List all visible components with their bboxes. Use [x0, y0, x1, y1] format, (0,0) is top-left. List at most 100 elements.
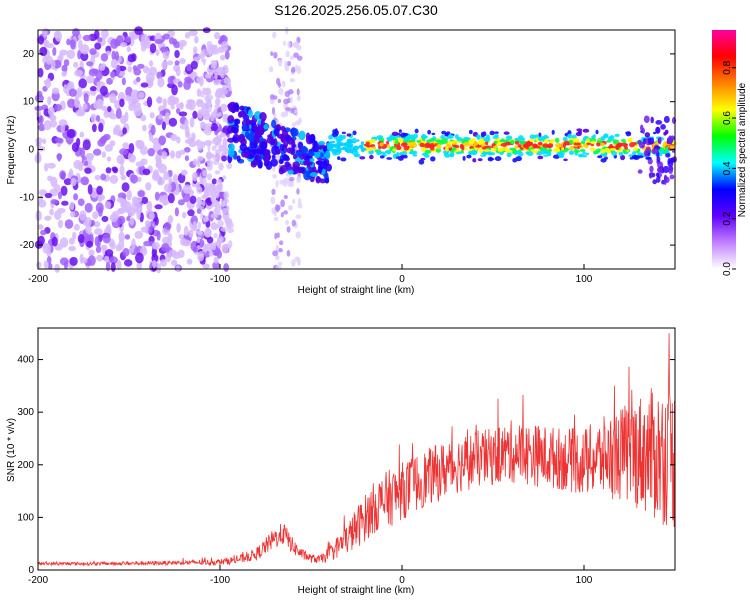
heatmap-cell — [145, 72, 155, 84]
heatmap-cell — [656, 172, 660, 177]
heatmap-cell — [175, 66, 181, 77]
heatmap-cell — [487, 156, 494, 162]
heatmap-cell — [69, 211, 76, 218]
heatmap-cell — [47, 162, 56, 169]
heatmap-cell — [34, 105, 43, 112]
heatmap-cell — [273, 51, 278, 59]
heatmap-cell — [167, 193, 175, 204]
snr-y-label: SNR (10 * v/v) — [6, 418, 17, 482]
heatmap-cell — [285, 219, 290, 226]
heatmap-cell — [391, 131, 399, 136]
heatmap-cell — [248, 149, 256, 158]
heatmap-cell — [157, 176, 165, 186]
heatmap-cell — [286, 60, 292, 67]
heatmap-cell — [248, 132, 255, 143]
heatmap-cell — [258, 159, 263, 169]
heatmap-cell — [116, 197, 125, 203]
heatmap-cell — [403, 137, 410, 141]
heatmap-cell — [210, 213, 219, 219]
heatmap-cell — [215, 98, 221, 107]
heatmap-cell — [600, 136, 606, 141]
heatmap-cell — [424, 143, 432, 149]
heatmap-cell — [295, 120, 301, 126]
heatmap-cell — [124, 36, 132, 43]
heatmap-cell — [124, 234, 131, 240]
heatmap-cell — [395, 153, 401, 156]
heatmap-cell — [116, 259, 122, 270]
heatmap-cell — [333, 143, 341, 149]
heatmap-cell — [295, 231, 301, 239]
heatmap-cell — [106, 156, 112, 162]
heatmap-cell — [386, 136, 393, 141]
heatmap-cell — [177, 199, 185, 206]
heatmap-cell — [377, 136, 381, 141]
heatmap-cell — [159, 259, 167, 267]
heatmap-cell — [412, 153, 418, 157]
heatmap-cell — [647, 158, 653, 165]
heatmap-cell — [214, 149, 219, 155]
y-tick-label: 200 — [17, 460, 34, 471]
heatmap-cell — [337, 156, 341, 161]
heatmap-cell — [85, 75, 95, 84]
heatmap-cell — [77, 234, 85, 244]
heatmap-cell — [669, 174, 675, 180]
heatmap-cell — [66, 49, 76, 60]
heatmap-cell — [558, 153, 565, 159]
heatmap-cell — [137, 176, 142, 183]
heatmap-cell — [290, 68, 295, 73]
heatmap-cell — [55, 30, 62, 42]
heatmap-cell — [351, 140, 357, 144]
heatmap-cell — [96, 84, 101, 92]
heatmap-cell — [210, 59, 218, 65]
heatmap-cell — [174, 49, 180, 59]
heatmap-cell — [288, 176, 295, 182]
heatmap-cell — [479, 148, 483, 154]
heatmap-cell — [70, 177, 77, 187]
snr-y-ticks: 0 100 200 300 400 — [17, 355, 675, 576]
heatmap-cell — [273, 128, 280, 137]
heatmap-cell — [622, 149, 627, 154]
heatmap-cell — [217, 184, 223, 194]
heatmap-cell — [140, 44, 147, 52]
heatmap-cell — [75, 109, 85, 117]
heatmap-cell — [264, 150, 270, 156]
heatmap-cell — [341, 131, 347, 135]
heatmap-cell — [109, 140, 116, 147]
heatmap-cell — [195, 203, 202, 209]
heatmap-cell — [206, 162, 213, 171]
heatmap-cell — [200, 102, 207, 109]
heatmap-cell — [118, 239, 125, 250]
heatmap-cell — [121, 77, 126, 86]
heatmap-cell — [97, 196, 103, 203]
heatmap-cell — [228, 147, 235, 158]
heatmap-cell — [436, 143, 442, 150]
heatmap-cell — [61, 71, 67, 77]
heatmap-cell — [653, 148, 659, 154]
heatmap-cell — [196, 183, 201, 191]
heatmap-cell — [120, 201, 128, 208]
heatmap-cell — [147, 148, 155, 157]
heatmap-cell — [47, 263, 53, 270]
heatmap-cell — [137, 63, 145, 69]
heatmap-cell — [665, 153, 671, 158]
heatmap-cell — [313, 150, 321, 159]
heatmap-cell — [84, 167, 92, 174]
heatmap-cell — [596, 139, 603, 144]
heatmap-cell — [293, 52, 299, 58]
heatmap-cell — [239, 143, 248, 152]
heatmap-cell — [36, 261, 42, 269]
heatmap-cell — [362, 147, 367, 151]
heatmap-cell — [154, 39, 163, 45]
heatmap-cell — [509, 140, 515, 145]
heatmap-cell — [221, 243, 229, 254]
heatmap-cell — [87, 255, 96, 267]
heatmap-cell — [36, 152, 41, 163]
heatmap-cell — [277, 98, 282, 104]
heatmap-cell — [95, 114, 101, 122]
heatmap-cell — [193, 35, 199, 44]
heatmap-cell — [161, 151, 168, 160]
heatmap-cell — [57, 137, 64, 144]
heatmap-cell — [297, 198, 302, 205]
heatmap-cell — [609, 147, 617, 151]
